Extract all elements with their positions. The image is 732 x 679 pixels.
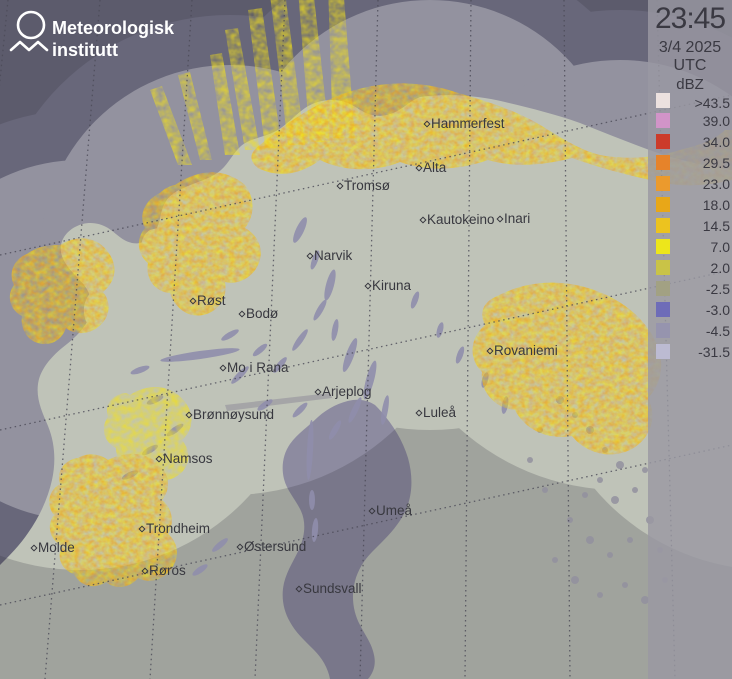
svg-text:Kautokeino: Kautokeino	[427, 212, 495, 227]
svg-text:Rovaniemi: Rovaniemi	[494, 343, 558, 358]
svg-text:Bodø: Bodø	[246, 306, 278, 321]
svg-text:Hammerfest: Hammerfest	[431, 116, 505, 131]
svg-text:Molde: Molde	[38, 540, 75, 555]
svg-text:Røros: Røros	[149, 563, 186, 578]
svg-text:Inari: Inari	[504, 211, 530, 226]
svg-text:Narvik: Narvik	[314, 248, 353, 263]
svg-text:Tromsø: Tromsø	[344, 178, 390, 193]
svg-text:Østersund: Østersund	[244, 539, 306, 554]
svg-text:Sundsvall: Sundsvall	[303, 581, 362, 596]
svg-text:Alta: Alta	[423, 160, 447, 175]
svg-text:Kiruna: Kiruna	[372, 278, 412, 293]
svg-text:Namsos: Namsos	[163, 451, 213, 466]
svg-text:Umeå: Umeå	[376, 503, 413, 518]
svg-text:Mo i Rana: Mo i Rana	[227, 360, 289, 375]
svg-text:Trondheim: Trondheim	[146, 521, 210, 536]
svg-text:Luleå: Luleå	[423, 405, 457, 420]
svg-text:Brønnøysund: Brønnøysund	[193, 407, 274, 422]
svg-text:Røst: Røst	[197, 293, 226, 308]
svg-text:Arjeplog: Arjeplog	[322, 384, 372, 399]
